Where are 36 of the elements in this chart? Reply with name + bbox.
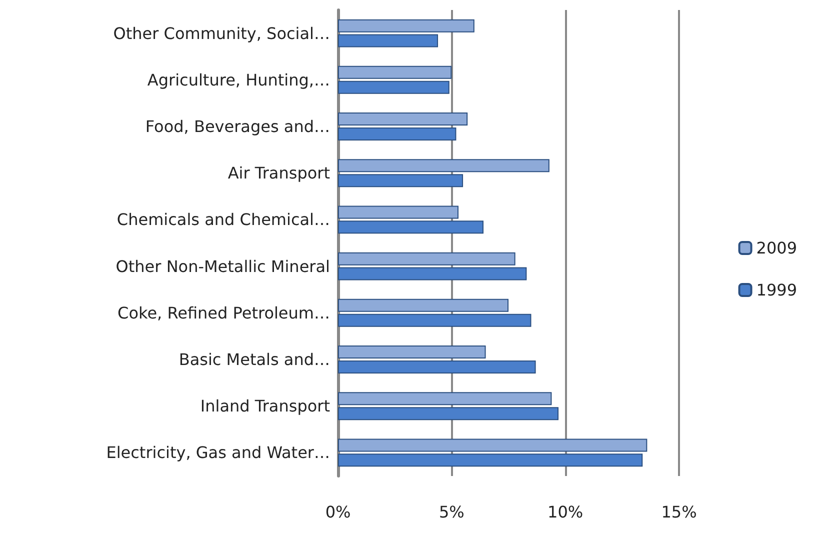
x-tick-label: 5% bbox=[438, 502, 464, 522]
legend-label: 1999 bbox=[756, 280, 797, 300]
bar bbox=[338, 298, 508, 312]
bar bbox=[338, 159, 550, 172]
y-tick-label: Food, Beverages and… bbox=[145, 117, 330, 136]
x-tick-label: 15% bbox=[661, 502, 697, 522]
x-tick-label: 0% bbox=[325, 502, 351, 522]
y-tick-label: Electricity, Gas and Water… bbox=[106, 443, 330, 462]
y-tick-label: Other Non-Metallic Mineral bbox=[116, 256, 330, 276]
bar bbox=[338, 438, 648, 452]
bar bbox=[338, 314, 532, 327]
bar bbox=[338, 220, 484, 234]
bar bbox=[338, 19, 474, 32]
bar bbox=[338, 127, 456, 140]
y-tick-label: Inland Transport bbox=[200, 396, 330, 416]
bar bbox=[338, 206, 458, 219]
legend-label: 2009 bbox=[756, 238, 797, 258]
bar bbox=[338, 407, 559, 420]
bar bbox=[338, 174, 464, 188]
y-tick-label: Basic Metals and… bbox=[178, 350, 330, 369]
x-tick-label: 10% bbox=[548, 502, 584, 522]
bar bbox=[338, 392, 552, 406]
y-tick-label: Chemicals and Chemical… bbox=[116, 210, 330, 230]
bar bbox=[338, 267, 527, 280]
y-tick-label: Agriculture, Hunting,… bbox=[147, 70, 330, 90]
y-tick-label: Other Community, Social… bbox=[113, 24, 330, 43]
bar bbox=[338, 360, 536, 374]
bar bbox=[338, 34, 438, 48]
bar bbox=[338, 80, 450, 94]
bar bbox=[338, 112, 468, 126]
y-tick-label: Coke, Refined Petroleum… bbox=[118, 303, 330, 322]
bar bbox=[338, 66, 452, 79]
y-tick-label: Air Transport bbox=[228, 164, 330, 183]
bar bbox=[338, 346, 486, 359]
bar bbox=[338, 454, 643, 467]
bar bbox=[338, 252, 516, 266]
